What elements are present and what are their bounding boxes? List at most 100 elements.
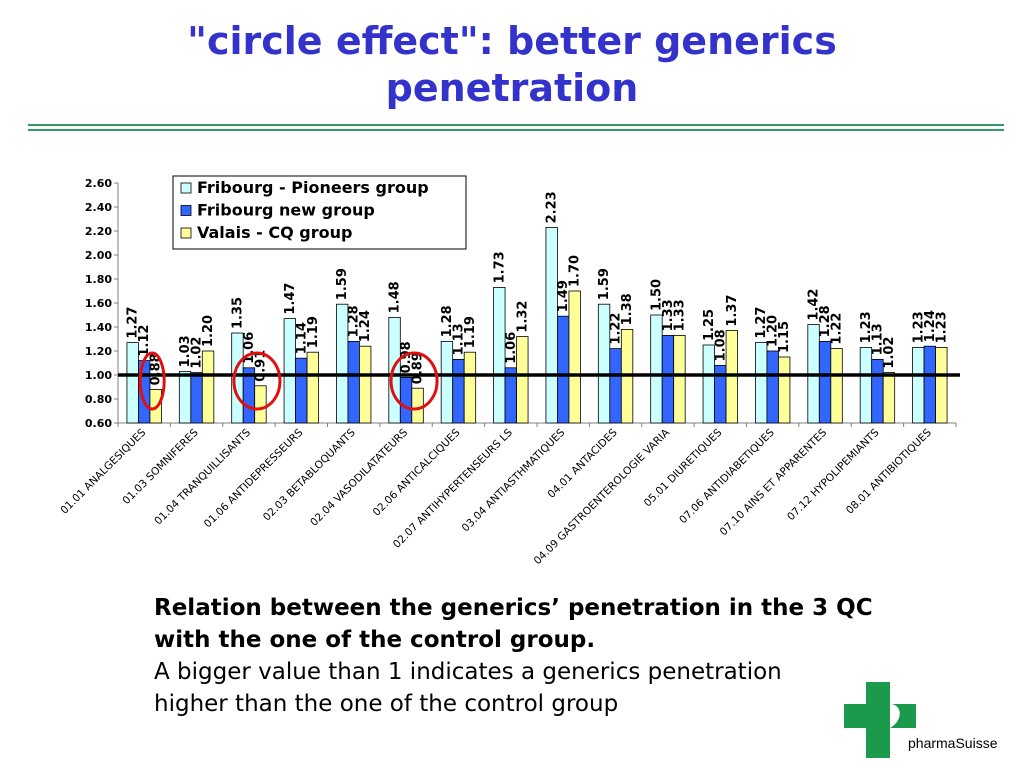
data-label: 1.27 bbox=[754, 307, 769, 339]
data-label: 0.88 bbox=[149, 353, 164, 385]
bar bbox=[493, 287, 506, 424]
y-tick-label: 1.40 bbox=[85, 321, 112, 334]
bar bbox=[295, 357, 308, 424]
data-label: 1.06 bbox=[504, 332, 519, 364]
data-label: 1.14 bbox=[294, 322, 309, 354]
data-label: 1.59 bbox=[335, 268, 350, 300]
data-label: 1.28 bbox=[818, 305, 833, 337]
bar bbox=[935, 346, 948, 424]
y-tick-label: 2.00 bbox=[85, 249, 112, 262]
y-tick-label: 0.80 bbox=[85, 393, 112, 406]
y-tick-label: 0.60 bbox=[85, 417, 112, 430]
bar bbox=[178, 370, 192, 424]
data-label: 1.22 bbox=[609, 313, 624, 345]
data-label: 1.13 bbox=[870, 323, 885, 355]
data-label: 1.32 bbox=[515, 301, 530, 333]
bar bbox=[673, 334, 686, 424]
bar bbox=[725, 330, 738, 424]
bar bbox=[923, 345, 936, 424]
y-tick-label: 1.20 bbox=[85, 345, 112, 358]
data-label: 1.23 bbox=[859, 311, 874, 343]
bar bbox=[254, 385, 267, 424]
highlight-circle bbox=[389, 351, 439, 411]
data-label: 1.33 bbox=[661, 299, 676, 331]
legend-swatch bbox=[180, 205, 192, 216]
data-label: 1.15 bbox=[777, 321, 792, 353]
bar bbox=[609, 348, 622, 424]
data-label: 1.03 bbox=[178, 335, 193, 367]
data-label: 1.50 bbox=[649, 279, 664, 311]
data-label: 1.20 bbox=[201, 315, 216, 347]
category-label: 01.01 ANALGESIQUES bbox=[58, 426, 148, 516]
data-label: 1.42 bbox=[807, 289, 822, 321]
data-label: 1.73 bbox=[492, 251, 507, 283]
data-label: 1.35 bbox=[230, 297, 245, 329]
legend: Fribourg - Pioneers group Fribourg new gr… bbox=[172, 175, 467, 250]
bar bbox=[912, 346, 925, 424]
legend-label: Fribourg new group bbox=[197, 201, 375, 220]
bar bbox=[568, 290, 581, 424]
y-tick-label: 1.00 bbox=[85, 369, 112, 382]
legend-label: Fribourg - Pioneers group bbox=[197, 178, 429, 197]
bar bbox=[359, 345, 372, 424]
bar bbox=[859, 346, 873, 424]
bar bbox=[557, 315, 570, 424]
bar bbox=[347, 340, 360, 424]
slide-title: "circle effect": better generics penetra… bbox=[0, 18, 1024, 112]
y-tick-label: 1.80 bbox=[85, 273, 112, 286]
bar bbox=[766, 350, 779, 424]
data-label: 1.20 bbox=[766, 315, 781, 347]
category-label: 07.06 ANTIDIABETIQUES bbox=[677, 426, 777, 526]
data-label: 1.38 bbox=[620, 293, 635, 325]
data-label: 1.02 bbox=[882, 337, 897, 369]
bar bbox=[388, 316, 401, 424]
category-label: 07.10 AINS ET APPARENTES bbox=[718, 426, 830, 538]
category-label: 07.12 HYPOLIPEMIANTS bbox=[785, 426, 882, 523]
y-tick-label: 2.20 bbox=[85, 225, 112, 238]
bar bbox=[830, 348, 843, 424]
bar bbox=[545, 227, 558, 424]
legend-swatch bbox=[180, 227, 192, 239]
category-label: 02.03 BETABLOQUANTS bbox=[261, 426, 358, 523]
pharmacy-cross-icon bbox=[844, 682, 916, 758]
legend-label: Valais - CQ group bbox=[197, 223, 352, 242]
data-label: 1.02 bbox=[190, 337, 205, 369]
category-label: 08.01 ANTIBIOTIQUES bbox=[844, 426, 934, 516]
slide-caption: Relation between the generics’ penetrati… bbox=[154, 592, 894, 720]
caption-bold-text: Relation between the generics’ penetrati… bbox=[154, 595, 873, 653]
bar bbox=[516, 336, 529, 424]
data-label: 1.23 bbox=[934, 311, 949, 343]
data-label: 1.49 bbox=[556, 280, 571, 312]
data-label: 2.23 bbox=[545, 191, 560, 223]
data-label: 1.13 bbox=[451, 323, 466, 355]
bar bbox=[882, 372, 896, 424]
bar bbox=[818, 340, 832, 424]
y-tick-label: 1.60 bbox=[85, 297, 112, 310]
bar bbox=[755, 342, 768, 424]
bar bbox=[190, 372, 203, 424]
bar bbox=[201, 350, 215, 424]
bar bbox=[778, 356, 791, 424]
category-label: 01.04 TRANQUILLISANTS bbox=[152, 426, 253, 527]
caption-normal-text: A bigger value than 1 indicates a generi… bbox=[154, 659, 782, 717]
title-divider-bottom bbox=[28, 129, 1004, 131]
data-label: 1.24 bbox=[358, 310, 373, 342]
data-label: 1.25 bbox=[702, 309, 717, 341]
data-label: 1.37 bbox=[725, 295, 740, 327]
highlight-circle bbox=[138, 351, 166, 411]
title-divider-top bbox=[28, 124, 1004, 126]
data-label: 1.70 bbox=[568, 255, 583, 287]
data-label: 1.59 bbox=[597, 268, 612, 300]
generics-penetration-chart: 2.60 2.40 2.20 2.00 1.80 1.60 1.40 1.20 1.00 0.80… bbox=[58, 175, 960, 567]
category-label: 02.04 VASODILATATEURS bbox=[308, 426, 410, 528]
logo-text: pharmaSuisse bbox=[908, 735, 998, 751]
data-label: 1.28 bbox=[440, 305, 455, 337]
data-label: 1.28 bbox=[347, 305, 362, 337]
slide-title-line2: penetration bbox=[385, 66, 639, 110]
data-label: 1.47 bbox=[283, 283, 298, 315]
data-label: 1.48 bbox=[388, 281, 403, 313]
pharmasuisse-logo bbox=[844, 682, 916, 758]
data-label: 1.23 bbox=[911, 311, 926, 343]
y-tick-label: 2.40 bbox=[85, 201, 112, 214]
legend-box bbox=[172, 175, 467, 250]
